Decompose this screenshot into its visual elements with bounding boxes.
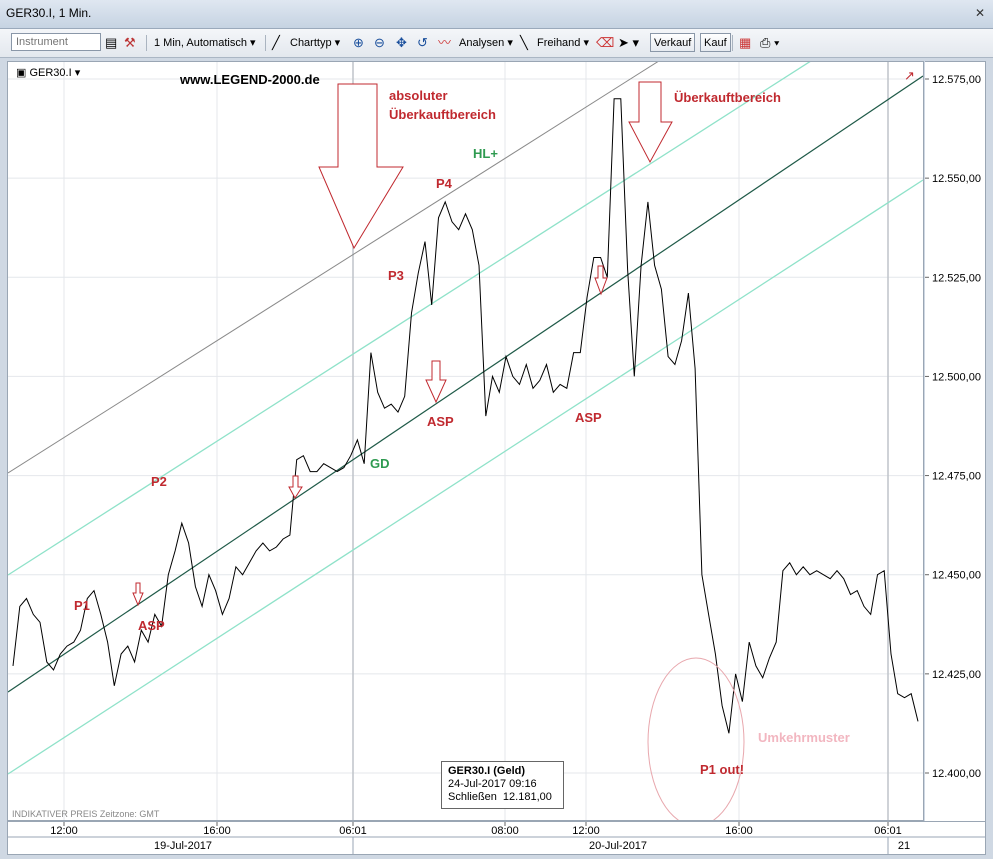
fit-icon[interactable]: ✥: [396, 35, 407, 50]
period-label: 1 Min,: [154, 37, 184, 49]
p4-label: P4: [436, 176, 453, 191]
y-axis-svg: 12.400,00 12.425,00 12.450,00 12.475,00 12.5…: [925, 74, 981, 780]
x-axis-svg: 12:00 16:00 06:01 08:00 12:00 16:00 06:01 19-Ju…: [8, 822, 985, 854]
period-dropdown[interactable]: 1 Min, Automatisch ▾: [154, 37, 256, 49]
live-icon: ↗: [904, 68, 915, 83]
absolute-label-2: Überkauftbereich: [389, 107, 496, 122]
compare-icon[interactable]: ⚒: [124, 35, 136, 50]
x-tick-label: 08:00: [491, 825, 519, 837]
price-tooltip: GER30.I (Geld) 24-Jul-2017 09:16 Schließ…: [441, 761, 564, 809]
y-tick-label: 12.550,00: [932, 173, 981, 185]
window-title: GER30.I, 1 Min.: [6, 6, 92, 20]
overbought-arrow: [628, 81, 673, 164]
freihand-label: Freihand: [537, 37, 581, 49]
overbought-label: Überkauftbereich: [674, 90, 781, 105]
toolbar: ▤ ⚒ 1 Min, Automatisch ▾ ╱ Charttyp ▾ ⊕ …: [0, 29, 993, 58]
absolute-label-1: absoluter: [389, 88, 448, 103]
scale-label: Automatisch: [186, 37, 247, 49]
analysen-label: Analysen: [459, 37, 505, 49]
kauf-button[interactable]: Kauf: [700, 33, 731, 52]
tooltip-title: GER30.I (Geld): [448, 765, 526, 777]
p3-label: P3: [388, 268, 404, 283]
symbol-label: GER30.I: [29, 67, 72, 79]
gd-trend-line: [8, 75, 923, 693]
date-label: 21: [898, 840, 910, 852]
watermark-text: www.LEGEND-2000.de: [179, 72, 320, 87]
x-tick-label: 12:00: [572, 825, 600, 837]
x-tick-label: 16:00: [203, 825, 231, 837]
y-tick-label: 12.525,00: [932, 272, 981, 284]
price-series-line: [12, 98, 919, 734]
verkauf-button[interactable]: Verkauf: [650, 33, 696, 52]
date-label: 20-Jul-2017: [589, 840, 647, 852]
trend-channels: [8, 62, 923, 775]
analysis-icon[interactable]: 〰: [438, 35, 452, 50]
y-tick-label: 12.400,00: [932, 768, 981, 780]
reversal-ellipse: [647, 657, 745, 820]
freihand-dropdown[interactable]: Freihand ▾: [537, 37, 589, 49]
zoom-in-icon[interactable]: ⊕: [353, 35, 364, 50]
toolbar-separator: [732, 35, 733, 51]
title-bar: GER30.I, 1 Min. ✕: [0, 0, 993, 29]
p1-label: P1: [74, 598, 90, 613]
annotations: www.LEGEND-2000.de absoluter Überkauftbe…: [74, 72, 850, 777]
cursor-icon[interactable]: ➤ ▾: [618, 35, 640, 50]
umkehr-label: Umkehrmuster: [758, 730, 850, 745]
p2-label: P2: [151, 474, 167, 489]
toolbar-separator: [146, 35, 147, 51]
instrument-input[interactable]: [11, 33, 101, 51]
asp-arrow-3: [594, 265, 608, 296]
chart-area[interactable]: www.LEGEND-2000.de absoluter Überkauftbe…: [7, 61, 924, 821]
y-tick-label: 12.500,00: [932, 371, 981, 383]
charttype-dropdown[interactable]: Charttyp ▾: [290, 37, 341, 49]
analysen-dropdown[interactable]: Analysen ▾: [459, 37, 513, 49]
close-icon[interactable]: ✕: [974, 6, 985, 20]
y-tick-label: 12.450,00: [932, 570, 981, 582]
p1-out-label: P1 out!: [700, 762, 744, 777]
absolute-overbought-arrow: [318, 83, 404, 250]
gd-label: GD: [370, 456, 390, 471]
symbol-selector[interactable]: ▣ GER30.I ▾: [16, 67, 81, 79]
y-tick-label: 12.575,00: [932, 74, 981, 86]
x-tick-label: 16:00: [725, 825, 753, 837]
y-tick-label: 12.425,00: [932, 669, 981, 681]
x-axis: 12:00 16:00 06:01 08:00 12:00 16:00 06:01 19-Ju…: [7, 821, 986, 855]
tooltip-date: 24-Jul-2017 09:16: [448, 778, 537, 790]
lower-channel-line: [8, 179, 923, 775]
price-chart-svg: www.LEGEND-2000.de absoluter Überkauftbe…: [8, 62, 923, 820]
footer-note: INDIKATIVER PREIS Zeitzone: GMT: [12, 809, 160, 819]
tooltip-close-label: Schließen: [448, 791, 497, 803]
date-label: 19-Jul-2017: [154, 840, 212, 852]
chart-settings-icon[interactable]: ▦: [739, 35, 752, 50]
upper-channel-line: [8, 62, 659, 474]
hl-label: HL+: [473, 146, 498, 161]
charttype-label: Charttyp: [290, 37, 332, 49]
grid: [8, 62, 923, 820]
zoom-out-icon[interactable]: ⊖: [374, 35, 385, 50]
asp-label-2: ASP: [427, 414, 454, 429]
small-arrow-1: [288, 475, 303, 499]
arrows: [132, 81, 673, 607]
x-tick-label: 06:01: [874, 825, 902, 837]
toolbar-separator: [265, 35, 266, 51]
asp-arrow-2: [425, 360, 447, 404]
asp-label-1: ASP: [138, 618, 165, 633]
y-axis: 12.400,00 12.425,00 12.450,00 12.475,00 12.5…: [925, 61, 986, 821]
line-chart-icon[interactable]: ╱: [272, 35, 280, 50]
asp-arrow-1: [132, 582, 144, 607]
x-tick-label: 12:00: [50, 825, 78, 837]
list-icon[interactable]: ▤: [105, 35, 118, 50]
print-icon[interactable]: ⎙ ▾: [760, 35, 780, 50]
asp-label-3: ASP: [575, 410, 602, 425]
refresh-icon[interactable]: ↺: [417, 35, 428, 50]
tooltip-close-value: 12.181,00: [502, 791, 552, 803]
y-tick-label: 12.475,00: [932, 471, 981, 483]
x-tick-label: 06:01: [339, 825, 367, 837]
freehand-line-icon[interactable]: ╲: [520, 35, 528, 50]
eraser-icon[interactable]: ⌫: [596, 35, 615, 50]
cfd-icon: ▣: [16, 67, 27, 79]
